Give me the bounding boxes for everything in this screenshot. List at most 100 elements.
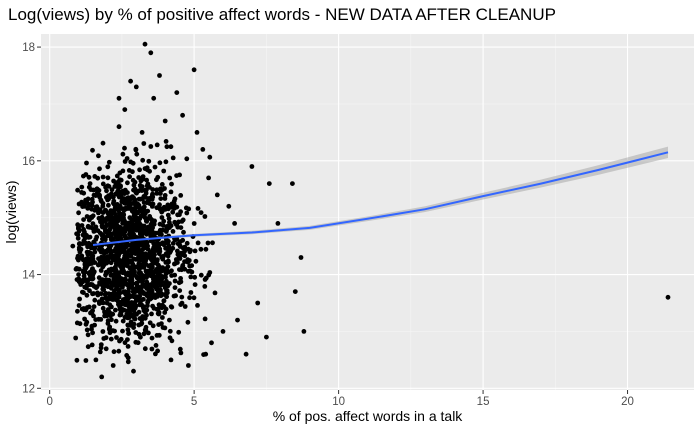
data-point xyxy=(123,291,128,297)
data-point xyxy=(198,272,204,278)
data-point xyxy=(158,196,164,202)
data-point xyxy=(131,182,137,188)
data-point xyxy=(113,246,119,252)
data-point xyxy=(133,330,139,335)
data-point xyxy=(89,215,95,221)
data-point xyxy=(85,344,91,350)
data-point xyxy=(157,264,163,270)
data-point xyxy=(117,248,123,253)
data-point xyxy=(91,304,97,309)
data-point xyxy=(123,255,129,261)
data-point xyxy=(137,290,143,295)
y-tick-label: 16 xyxy=(22,156,35,168)
data-point xyxy=(118,183,123,189)
data-point xyxy=(89,261,95,266)
data-point xyxy=(126,220,132,226)
data-point xyxy=(124,259,130,265)
data-point xyxy=(132,302,138,307)
data-point xyxy=(140,227,146,232)
data-point xyxy=(109,187,115,193)
data-point xyxy=(111,349,117,355)
data-point xyxy=(75,235,81,241)
data-point xyxy=(179,267,185,273)
data-point xyxy=(114,277,119,283)
data-point xyxy=(103,272,108,278)
data-point xyxy=(140,157,146,163)
data-point xyxy=(139,274,145,280)
data-point xyxy=(98,342,104,347)
data-point xyxy=(97,349,103,355)
data-point xyxy=(275,221,281,226)
data-point xyxy=(136,261,142,267)
data-point xyxy=(205,240,211,246)
data-point xyxy=(99,261,105,267)
smooth-line-path xyxy=(92,151,669,246)
data-point xyxy=(185,319,191,325)
data-point xyxy=(180,217,186,223)
data-point xyxy=(141,141,147,146)
data-point xyxy=(161,204,167,210)
data-point xyxy=(133,146,139,152)
data-point xyxy=(74,320,80,326)
data-point xyxy=(147,185,152,190)
data-point xyxy=(94,204,100,210)
data-point xyxy=(148,285,154,291)
data-point xyxy=(135,219,141,225)
data-point xyxy=(96,275,102,281)
data-point xyxy=(114,206,119,212)
data-point xyxy=(81,273,87,279)
data-point xyxy=(203,351,209,357)
data-point xyxy=(88,310,94,315)
data-point xyxy=(115,291,120,297)
data-point xyxy=(95,290,100,296)
data-point xyxy=(140,278,145,284)
data-point xyxy=(168,144,174,150)
data-point xyxy=(122,159,128,164)
data-point xyxy=(102,228,108,234)
data-point xyxy=(163,159,169,165)
data-point xyxy=(163,306,169,312)
data-point xyxy=(232,221,238,226)
data-point xyxy=(125,195,131,201)
data-point xyxy=(86,250,92,255)
data-point xyxy=(126,304,132,310)
data-point xyxy=(103,346,109,352)
data-point xyxy=(98,268,104,273)
data-point xyxy=(180,112,186,118)
data-point xyxy=(160,315,165,320)
data-point xyxy=(159,305,165,311)
data-point xyxy=(122,107,128,112)
data-point xyxy=(298,255,304,260)
data-point xyxy=(151,95,157,101)
data-point xyxy=(266,181,272,187)
data-point xyxy=(168,223,174,229)
data-point xyxy=(182,253,188,259)
data-point xyxy=(117,306,123,312)
data-point xyxy=(75,222,81,228)
data-point xyxy=(144,177,150,183)
data-point xyxy=(157,249,163,254)
data-point xyxy=(120,318,126,324)
data-point xyxy=(195,303,200,308)
data-point xyxy=(97,166,102,172)
data-point xyxy=(90,330,95,336)
data-point xyxy=(165,202,171,208)
data-point xyxy=(104,256,109,262)
data-point xyxy=(99,374,105,380)
data-point xyxy=(87,288,92,294)
data-point xyxy=(76,303,82,308)
data-point xyxy=(179,300,185,306)
data-point xyxy=(187,295,193,301)
data-point xyxy=(148,50,154,56)
data-point xyxy=(164,239,169,245)
data-point xyxy=(155,311,161,316)
data-point xyxy=(192,274,198,280)
data-point xyxy=(125,308,131,314)
data-point xyxy=(147,269,152,275)
data-point xyxy=(119,229,124,234)
data-point xyxy=(112,256,118,261)
data-point xyxy=(243,351,249,357)
data-point xyxy=(91,187,96,193)
data-point xyxy=(100,140,106,146)
